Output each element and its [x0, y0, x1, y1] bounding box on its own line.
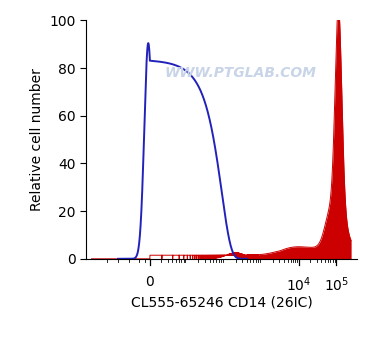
Text: $10^5$: $10^5$	[324, 276, 349, 294]
Y-axis label: Relative cell number: Relative cell number	[30, 68, 44, 211]
Text: CL555-65246 CD14 (26IC): CL555-65246 CD14 (26IC)	[131, 296, 312, 310]
Text: $10^4$: $10^4$	[286, 276, 312, 294]
Text: WWW.PTGLAB.COM: WWW.PTGLAB.COM	[165, 66, 317, 80]
Text: 0: 0	[145, 276, 154, 289]
